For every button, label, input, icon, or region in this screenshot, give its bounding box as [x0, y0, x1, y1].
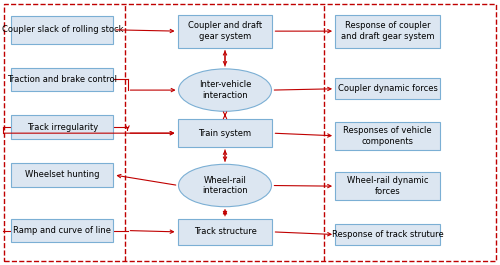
FancyBboxPatch shape — [11, 115, 114, 139]
Text: Response of track struture: Response of track struture — [332, 230, 444, 239]
Text: Wheel-rail dynamic
forces: Wheel-rail dynamic forces — [347, 176, 428, 196]
Text: Track irregularity: Track irregularity — [26, 123, 98, 132]
Text: Response of coupler
and draft gear system: Response of coupler and draft gear syste… — [341, 21, 434, 41]
Text: Ramp and curve of line: Ramp and curve of line — [13, 226, 111, 235]
FancyBboxPatch shape — [335, 224, 440, 245]
FancyBboxPatch shape — [335, 122, 440, 150]
Ellipse shape — [178, 164, 272, 207]
FancyBboxPatch shape — [178, 119, 272, 147]
FancyBboxPatch shape — [11, 163, 114, 187]
Text: Track structure: Track structure — [194, 227, 256, 236]
Text: Traction and brake control: Traction and brake control — [7, 75, 117, 84]
FancyBboxPatch shape — [11, 16, 114, 44]
Text: Coupler and draft
gear system: Coupler and draft gear system — [188, 21, 262, 41]
Text: Responses of vehicle
components: Responses of vehicle components — [343, 126, 432, 145]
FancyBboxPatch shape — [11, 219, 114, 242]
Text: Train system: Train system — [198, 129, 252, 138]
FancyBboxPatch shape — [178, 219, 272, 245]
Text: Inter-vehicle
interaction: Inter-vehicle interaction — [199, 80, 251, 100]
Text: Coupler dynamic forces: Coupler dynamic forces — [338, 84, 438, 93]
FancyBboxPatch shape — [335, 15, 440, 48]
Text: Wheelset hunting: Wheelset hunting — [25, 170, 100, 179]
FancyBboxPatch shape — [11, 68, 114, 91]
FancyBboxPatch shape — [178, 15, 272, 48]
FancyBboxPatch shape — [335, 172, 440, 200]
Text: Coupler slack of rolling stock: Coupler slack of rolling stock — [2, 25, 123, 34]
Ellipse shape — [178, 69, 272, 111]
FancyBboxPatch shape — [335, 78, 440, 99]
Text: Wheel-rail
interaction: Wheel-rail interaction — [202, 176, 248, 195]
